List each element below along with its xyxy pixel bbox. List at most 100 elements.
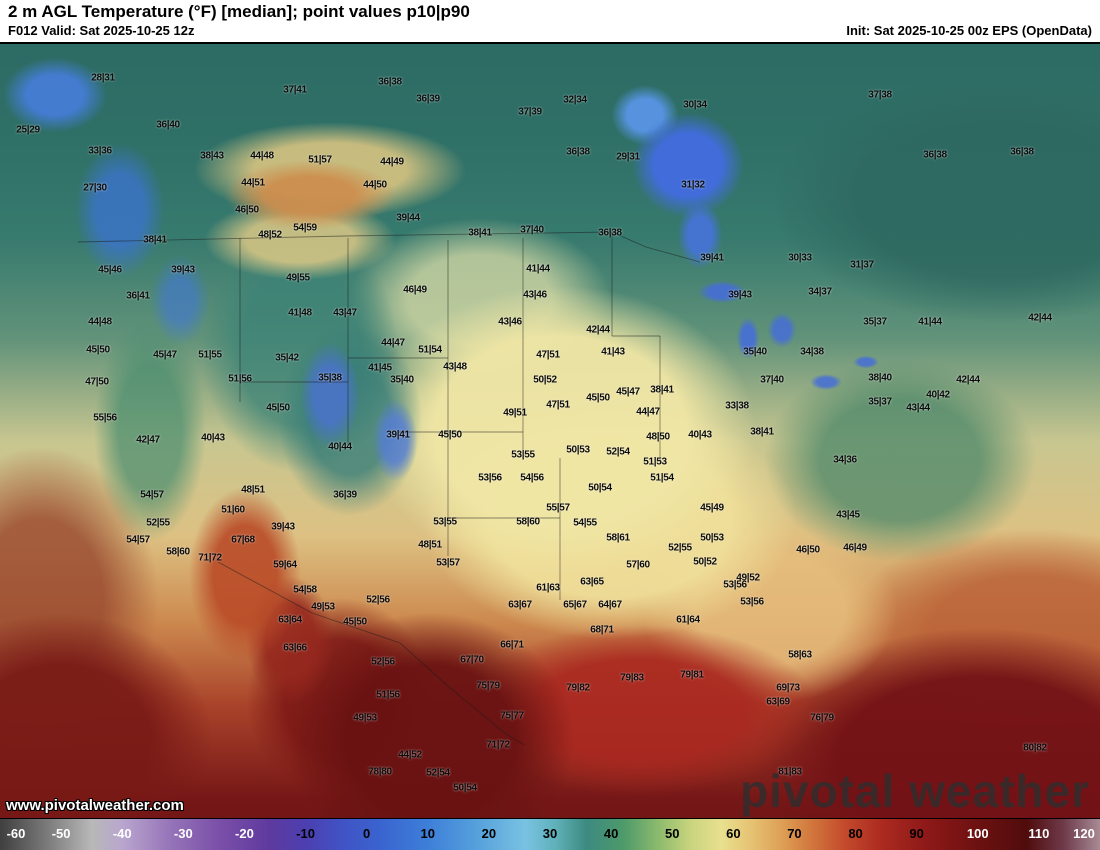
point-value-label: 49|55 (286, 272, 310, 284)
point-value-label: 78|80 (368, 766, 392, 778)
point-value-label: 36|38 (923, 149, 947, 161)
point-value-label: 51|53 (643, 456, 667, 468)
colorbar-tick-label: 90 (909, 826, 924, 841)
point-value-label: 45|50 (343, 616, 367, 628)
point-value-label: 43|47 (333, 307, 357, 319)
point-value-label: 43|45 (836, 509, 860, 521)
point-value-label: 48|52 (258, 229, 282, 241)
point-value-label: 51|60 (221, 504, 245, 516)
point-value-label: 36|39 (416, 93, 440, 105)
point-value-label: 33|38 (725, 400, 749, 412)
point-value-label: 29|31 (616, 151, 640, 163)
point-value-label: 54|57 (140, 489, 164, 501)
point-value-label: 45|50 (586, 392, 610, 404)
point-value-label: 79|82 (566, 682, 590, 694)
map-title: 2 m AGL Temperature (°F) [median]; point… (8, 2, 470, 21)
point-value-label: 79|81 (680, 669, 704, 681)
point-value-label: 41|44 (918, 316, 942, 328)
point-value-label: 47|51 (546, 399, 570, 411)
point-value-label: 66|71 (500, 639, 524, 651)
point-value-label: 36|40 (156, 119, 180, 131)
point-value-label: 39|41 (700, 252, 724, 264)
point-value-label: 37|40 (760, 374, 784, 386)
point-value-label: 63|69 (766, 696, 790, 708)
colorbar-tick-label: 110 (1028, 826, 1050, 841)
point-value-label: 45|47 (616, 386, 640, 398)
point-value-label: 53|57 (436, 557, 460, 569)
point-value-label: 43|46 (523, 289, 547, 301)
point-value-label: 31|37 (850, 259, 874, 271)
colorbar-tick-label: 40 (603, 826, 619, 841)
point-value-label: 33|36 (88, 145, 112, 157)
point-value-label: 57|60 (626, 559, 650, 571)
point-value-label: 37|40 (520, 224, 544, 236)
point-value-label: 71|72 (198, 552, 222, 564)
point-value-label: 42|44 (956, 374, 980, 386)
point-value-label: 36|38 (378, 76, 402, 88)
point-value-label: 30|34 (683, 99, 707, 111)
point-value-label: 44|51 (241, 177, 265, 189)
point-value-label: 67|70 (460, 654, 484, 666)
point-value-label: 38|41 (468, 227, 492, 239)
point-value-label: 53|55 (511, 449, 535, 461)
colorbar-tick-label: -60 (6, 826, 26, 841)
point-value-label: 38|40 (868, 372, 892, 384)
point-value-label: 38|41 (750, 426, 774, 438)
point-value-label: 39|43 (271, 521, 295, 533)
point-value-label: 50|53 (566, 444, 590, 456)
point-value-label: 49|53 (311, 601, 335, 613)
point-value-label: 51|56 (228, 373, 252, 385)
colorbar-tick-label: -20 (235, 826, 254, 841)
point-value-label: 51|54 (418, 344, 442, 356)
point-value-label: 63|67 (508, 599, 532, 611)
point-value-label: 49|53 (353, 712, 377, 724)
colorbar-tick-label: 80 (848, 826, 863, 841)
point-value-label: 50|52 (533, 374, 557, 386)
point-value-label: 48|50 (646, 431, 670, 443)
point-value-label: 59|64 (273, 559, 297, 571)
point-value-label: 54|58 (293, 584, 317, 596)
point-value-label: 39|43 (728, 289, 752, 301)
colorbar-tick-label: 60 (726, 826, 741, 841)
point-value-label: 42|44 (1028, 312, 1052, 324)
point-value-label: 53|55 (433, 516, 457, 528)
point-value-label: 51|55 (198, 349, 222, 361)
point-value-label: 61|63 (536, 582, 560, 594)
point-value-label: 36|38 (598, 227, 622, 239)
point-value-label: 43|48 (443, 361, 467, 373)
point-value-label: 58|60 (516, 516, 540, 528)
point-value-label: 39|44 (396, 212, 420, 224)
point-value-label: 28|31 (91, 72, 115, 84)
pivotal-weather-logo: pivotal weather (740, 765, 1090, 817)
point-value-label: 34|37 (808, 286, 832, 298)
point-value-label: 35|40 (743, 346, 767, 358)
colorbar-tick-label: 120 (1073, 826, 1095, 841)
point-value-label: 52|56 (366, 594, 390, 606)
point-value-label: 40|42 (926, 389, 950, 401)
colorbar-tick-label: 10 (420, 826, 435, 841)
point-value-label: 45|47 (153, 349, 177, 361)
point-value-label: 35|38 (318, 372, 342, 384)
point-value-label: 50|52 (693, 556, 717, 568)
point-value-label: 50|53 (700, 532, 724, 544)
point-value-label: 52|56 (371, 656, 395, 668)
point-value-label: 51|54 (650, 472, 674, 484)
point-value-label: 44|50 (363, 179, 387, 191)
point-value-label: 58|60 (166, 546, 190, 558)
point-value-label: 41|48 (288, 307, 312, 319)
point-value-label: 44|48 (88, 316, 112, 328)
point-value-label: 63|64 (278, 614, 302, 626)
colorbar-ticks: -60 -50 -40 -30 -20 -10 0 10 20 30 40 50 60 70 80 90 100… (0, 819, 1100, 850)
point-value-label: 45|50 (86, 344, 110, 356)
point-value-label: 63|65 (580, 576, 604, 588)
point-value-label: 53|56 (740, 596, 764, 608)
point-value-label: 50|54 (453, 782, 477, 794)
point-value-label: 52|55 (668, 542, 692, 554)
point-value-label: 46|50 (796, 544, 820, 556)
point-value-label: 48|51 (418, 539, 442, 551)
point-value-label: 37|41 (283, 84, 307, 96)
point-value-label: 81|83 (778, 766, 802, 778)
point-value-label: 39|41 (386, 429, 410, 441)
